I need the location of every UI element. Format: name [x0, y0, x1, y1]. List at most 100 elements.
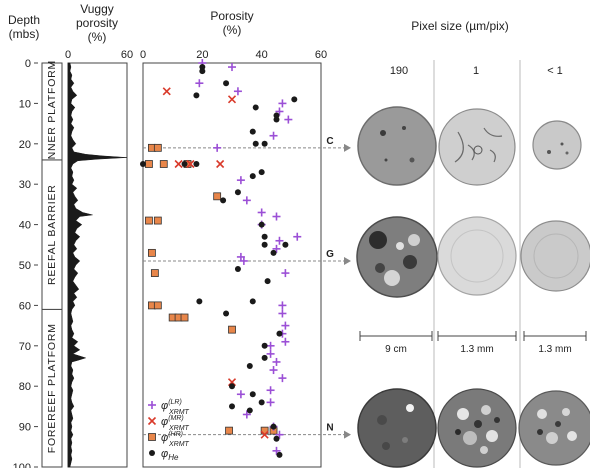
depth-tick-label: 20	[19, 139, 31, 151]
point-mr	[227, 95, 237, 104]
legend-phi: φ	[161, 448, 168, 460]
depth-tick-label: 60	[19, 300, 31, 312]
legend-marker-0	[148, 401, 156, 409]
point-lr	[281, 269, 290, 278]
legend-sub: XRMT	[168, 409, 190, 416]
point-lr	[278, 374, 287, 383]
point-lr	[239, 256, 248, 265]
point-he	[258, 221, 265, 228]
point-he	[249, 128, 256, 135]
point-he	[249, 298, 256, 305]
point-hr	[228, 325, 236, 334]
sample-c-190	[357, 106, 437, 186]
point-he	[249, 173, 256, 180]
point-he	[246, 363, 253, 369]
depth-tick-label: 100	[13, 462, 31, 468]
point-hr	[180, 313, 189, 322]
point-he	[291, 96, 298, 103]
vuggy-title-line2: porosity	[76, 16, 118, 30]
point-hr	[145, 216, 153, 225]
depth-tick-label: 70	[19, 341, 31, 353]
legend-label-3: φHe	[161, 448, 179, 462]
point-lr	[272, 446, 281, 455]
sample-g-1	[437, 216, 517, 296]
point-he	[258, 169, 265, 176]
sample-n-1	[437, 388, 517, 468]
point-lr	[236, 176, 245, 185]
point-lr	[266, 341, 275, 350]
point-lr	[281, 337, 290, 346]
legend-phi: φ	[161, 416, 168, 428]
point-hr	[153, 143, 162, 152]
scale-bar-190	[359, 331, 433, 341]
point-hr	[147, 248, 156, 257]
point-he	[261, 233, 268, 240]
sample-label-c: C	[326, 136, 333, 147]
point-he	[282, 241, 289, 248]
point-lr	[236, 390, 245, 399]
legend-sub: XRMT	[168, 425, 190, 432]
sample-c-lt1	[532, 120, 582, 170]
point-he	[220, 197, 227, 204]
vuggy-tick-label: 60	[121, 49, 133, 61]
scale-label-1: 1.3 mm	[460, 344, 493, 355]
porosity-points	[140, 59, 302, 458]
point-mr	[174, 159, 183, 169]
point-he	[273, 116, 280, 123]
point-he	[276, 451, 283, 458]
point-lr	[278, 301, 287, 310]
point-lr	[266, 398, 275, 407]
porosity-title-unit: (%)	[223, 23, 242, 37]
point-hr	[213, 192, 222, 201]
point-lr	[272, 212, 281, 221]
legend-sup: (HR)	[168, 431, 183, 438]
point-lr	[266, 386, 275, 395]
porosity-tick-label: 20	[196, 49, 208, 61]
facies-label: FOREREEF PLATFORM	[46, 323, 58, 453]
legend-marker-2	[148, 433, 156, 441]
vuggy-tick-label: 0	[65, 49, 71, 61]
point-he	[229, 403, 235, 410]
point-lr	[278, 309, 287, 318]
legend-marker-3	[149, 450, 155, 456]
point-mr-b	[174, 159, 183, 169]
point-lr	[266, 349, 275, 358]
point-lr	[281, 321, 290, 330]
point-lr	[242, 196, 251, 205]
point-lr	[278, 99, 287, 108]
porosity-tick-label: 0	[140, 49, 146, 61]
pixel-col-190: 190	[390, 65, 408, 77]
vuggy-title-unit: (%)	[88, 30, 107, 44]
point-he	[199, 68, 206, 75]
depth-tick-label: 30	[19, 179, 31, 191]
point-he	[276, 330, 283, 337]
depth-tick-label: 40	[19, 220, 31, 232]
point-mr-b	[260, 430, 269, 439]
legend-label-2: φ(HR) XRMT	[161, 431, 190, 448]
legend-sub: He	[168, 453, 179, 462]
point-lr	[242, 410, 251, 419]
point-mr	[162, 87, 171, 96]
point-lr	[272, 357, 281, 366]
legend-label-0: φ(LR) XRMT	[161, 399, 190, 416]
depth-tick-label: 0	[25, 58, 31, 70]
point-lr	[195, 79, 204, 88]
point-lr	[236, 252, 245, 261]
depth-axis-label: Depth	[8, 13, 40, 27]
vuggy-title: Vuggy	[80, 2, 114, 16]
vuggy-porosity-profile	[67, 62, 128, 468]
depth-tick-label: 10	[19, 98, 31, 110]
point-he	[193, 92, 200, 99]
legend-label-1: φ(MR) XRMT	[161, 415, 190, 432]
point-he	[252, 140, 259, 147]
point-lr	[272, 244, 281, 253]
porosity-panel-frame	[142, 62, 322, 468]
point-hr	[150, 269, 159, 277]
legend-marker-1	[147, 416, 157, 426]
sample-n-lt1	[518, 390, 590, 466]
point-lr	[257, 208, 266, 217]
porosity-tick-label: 40	[256, 49, 268, 61]
facies-column: INNER PLATFORM REEFAL BARRIER FOREREEF PLA…	[41, 60, 63, 468]
point-lr	[269, 131, 278, 140]
